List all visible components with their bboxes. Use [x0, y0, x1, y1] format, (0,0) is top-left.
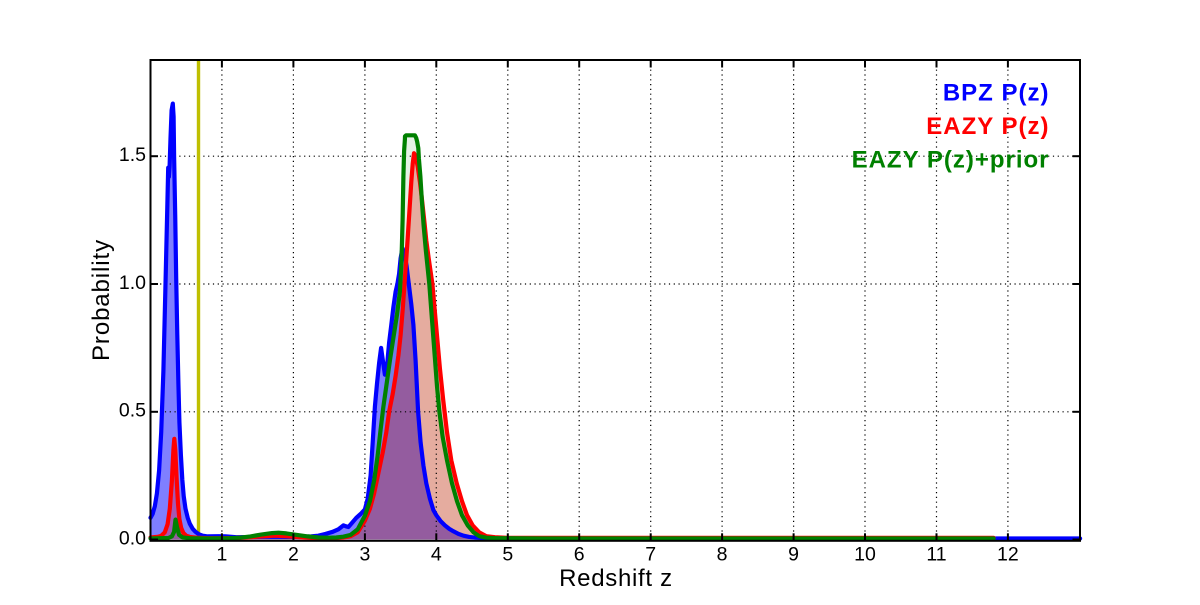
svg-text:EAZY P(z)+prior: EAZY P(z)+prior [852, 147, 1050, 174]
svg-text:1: 1 [216, 544, 227, 566]
svg-text:4: 4 [431, 544, 442, 566]
svg-text:Probability: Probability [88, 239, 115, 361]
svg-text:1.5: 1.5 [119, 144, 146, 166]
svg-text:EAZY P(z): EAZY P(z) [926, 113, 1049, 140]
svg-text:12: 12 [997, 544, 1019, 566]
svg-text:0.5: 0.5 [119, 400, 146, 422]
svg-text:9: 9 [788, 544, 799, 566]
svg-text:2: 2 [288, 544, 299, 566]
svg-text:5: 5 [502, 544, 513, 566]
svg-text:6: 6 [574, 544, 585, 566]
svg-text:8: 8 [717, 544, 728, 566]
svg-text:11: 11 [926, 544, 946, 566]
svg-text:BPZ P(z): BPZ P(z) [943, 79, 1050, 106]
svg-text:0.0: 0.0 [119, 527, 146, 549]
svg-text:1.0: 1.0 [119, 272, 146, 294]
svg-text:Redshift z: Redshift z [559, 565, 673, 592]
svg-text:7: 7 [645, 544, 656, 566]
svg-text:3: 3 [359, 544, 370, 566]
svg-text:10: 10 [854, 544, 876, 566]
